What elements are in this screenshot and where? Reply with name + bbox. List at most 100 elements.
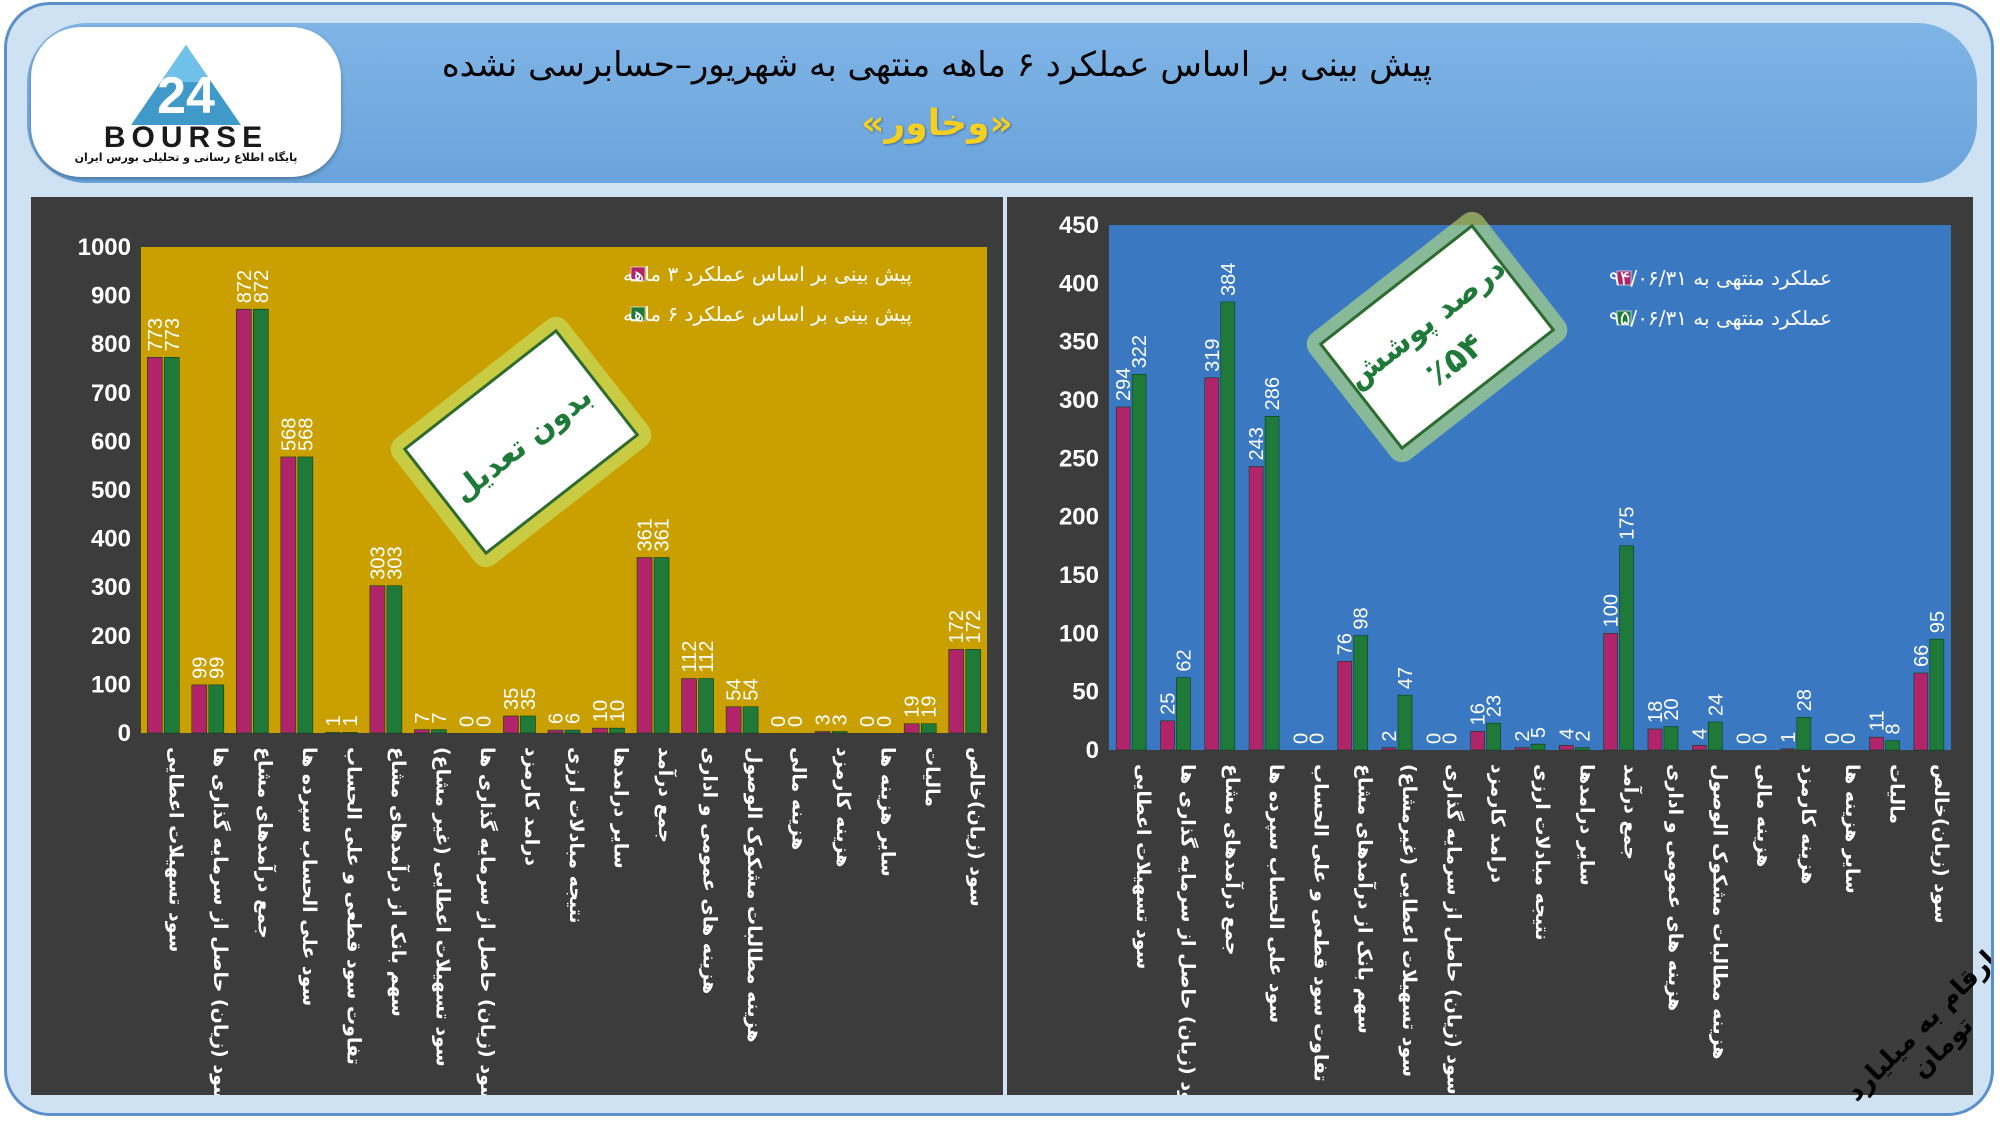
- bar: [1248, 466, 1264, 751]
- category-label: جمع درآمدهای مشاع: [253, 747, 277, 939]
- logo-number: 24: [157, 67, 215, 125]
- data-label: 11: [1867, 710, 1889, 731]
- data-label: 54: [724, 679, 746, 701]
- data-label: 303: [367, 546, 389, 579]
- bar: [503, 715, 519, 734]
- category-label: سهم بانک از درآمدهای مشاع: [387, 747, 411, 1017]
- category-label: سود تسهیلات اعطایی: [1132, 764, 1154, 969]
- category-label: سایر درامدها: [610, 747, 632, 869]
- data-label: 24: [1705, 694, 1727, 716]
- bar: [253, 308, 269, 734]
- bar: [1913, 672, 1929, 751]
- y-tick-label: 1000: [78, 234, 131, 261]
- data-label: 773: [162, 318, 184, 351]
- data-label: 0: [785, 716, 807, 727]
- y-tick-label: 700: [91, 380, 131, 407]
- data-label: 303: [384, 546, 406, 579]
- category-label: نتیجه مبادلات ارزی: [565, 747, 587, 924]
- data-label: 6: [563, 713, 585, 724]
- legend-label: پیش بینی بر اساس عملکرد ۳ ماهه: [623, 262, 912, 287]
- y-tick-label: 250: [1059, 445, 1099, 472]
- bar: [592, 727, 608, 734]
- data-label: 3: [830, 714, 852, 725]
- data-label: 95: [1927, 611, 1949, 633]
- bar: [1160, 720, 1175, 751]
- bar: [208, 684, 225, 734]
- bar: [297, 456, 314, 734]
- data-label: 1: [1778, 732, 1800, 743]
- y-tick-label: 150: [1059, 562, 1099, 589]
- category-label: سود (زیان) حاصل از سرمایه گذاری: [1442, 764, 1465, 1095]
- data-label: 16: [1468, 703, 1490, 725]
- bar: [1204, 377, 1220, 751]
- bourse24-logo: 24 BOURSE پایگاه اطلاع رسانی و تحلیلی بو…: [31, 27, 341, 177]
- bar: [1381, 747, 1397, 751]
- legend-swatch: [630, 306, 646, 322]
- bar: [698, 678, 714, 734]
- data-label: 0: [1306, 733, 1328, 744]
- category-label: سایر هزینه ها: [877, 747, 899, 877]
- category-label: سود علی الحساب سپرده ها: [298, 747, 320, 1006]
- forecast-chart-panel: 0 100 200 300 400 500 600 700 800 900 1000 773 99 872…: [31, 197, 1003, 1095]
- data-label: 4: [1689, 728, 1711, 739]
- bar: [1780, 748, 1796, 751]
- data-label: 47: [1395, 667, 1417, 689]
- category-label: جمع درآمد: [1620, 764, 1644, 860]
- y-tick-label: 400: [1059, 270, 1099, 297]
- category-label: سود تسهیلات اعطایی (غیر مشاع): [431, 747, 453, 1067]
- bar: [1885, 740, 1900, 751]
- data-label: 100: [1601, 594, 1623, 627]
- bar: [1514, 747, 1530, 751]
- bar: [547, 729, 564, 734]
- data-label: 1: [340, 715, 362, 726]
- legend-label: پیش بینی بر اساس عملکرد ۶ ماهه: [623, 302, 912, 327]
- data-label: 54: [741, 679, 763, 701]
- category-label: سود (زیان)خالص: [1930, 764, 1952, 924]
- bar: [1796, 717, 1812, 751]
- y-tick-label: 100: [1059, 620, 1099, 647]
- bourse24-logo-graphic: 24 BOURSE: [104, 45, 268, 154]
- data-label: 35: [518, 688, 540, 710]
- bar: [920, 723, 937, 734]
- bar: [725, 706, 742, 734]
- legend-label: عملکرد منتهی به ۹۴/۰۶/۳۱: [1609, 266, 1832, 290]
- data-label: 773: [145, 318, 167, 351]
- data-label: 3: [813, 714, 835, 725]
- y-tick-label: 450: [1059, 212, 1099, 239]
- logo-tagline: پایگاه اطلاع رسانی و تحلیلی بورس ایران: [74, 151, 298, 164]
- bar: [520, 715, 536, 734]
- badge: درصد پوشش٪۵۴: [1306, 211, 1568, 463]
- data-label: 28: [1794, 689, 1816, 711]
- category-label: سود (زیان) حاصل از سرمایه گذاری ها: [476, 747, 499, 1095]
- bar: [1131, 374, 1147, 751]
- data-label: 62: [1173, 649, 1195, 671]
- legend-swatch: [630, 266, 646, 282]
- y-tick-label: 400: [91, 526, 131, 553]
- category-label: هزینه های عمومی و اداری: [699, 747, 721, 994]
- y-tick-label: 500: [91, 477, 131, 504]
- legend-swatch: [1616, 310, 1632, 326]
- bar: [1220, 301, 1236, 751]
- bar: [236, 308, 252, 734]
- bar: [1559, 745, 1574, 751]
- bar: [280, 456, 297, 734]
- data-label: 112: [696, 641, 718, 673]
- data-label: 0: [1838, 733, 1860, 744]
- bar: [1707, 721, 1723, 751]
- bar: [146, 357, 163, 734]
- data-label: 175: [1617, 506, 1639, 539]
- category-label: نتیجه مبادلات ارزی: [1531, 764, 1553, 941]
- bar: [1470, 731, 1485, 751]
- bar: [1603, 633, 1618, 751]
- category-label: جمع درآمدهای مشاع: [1221, 764, 1245, 956]
- category-label: مالیات: [921, 747, 943, 807]
- data-label: 19: [919, 696, 941, 718]
- y-tick-label: 300: [1059, 387, 1099, 414]
- logo-wordmark: BOURSE: [104, 121, 268, 154]
- category-label: سود تسهیلات اعطایی (غیرمشاع): [1398, 764, 1420, 1077]
- data-label: 0: [1290, 733, 1312, 744]
- data-label: 35: [501, 688, 523, 710]
- data-label: 294: [1113, 368, 1135, 401]
- data-label: 66: [1911, 645, 1933, 667]
- bar: [609, 727, 625, 734]
